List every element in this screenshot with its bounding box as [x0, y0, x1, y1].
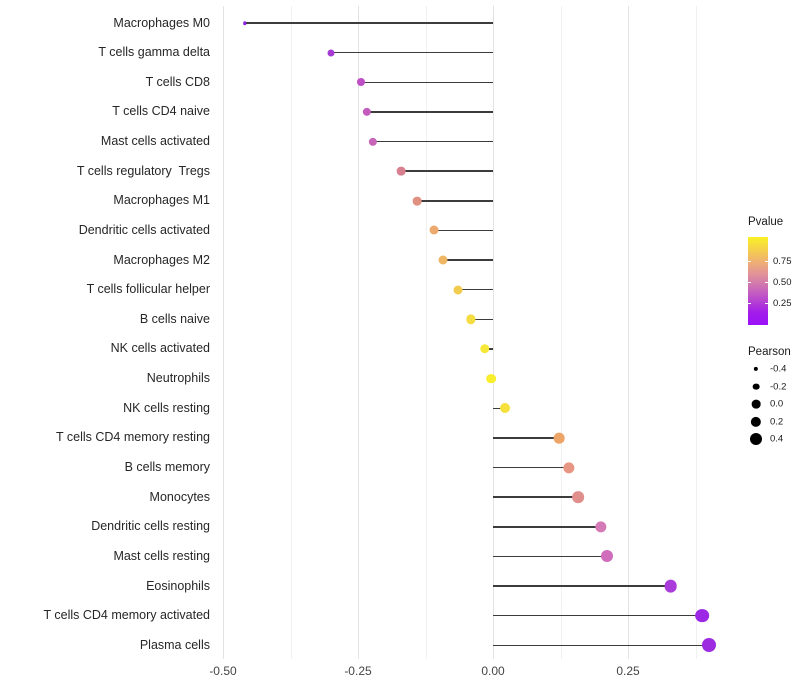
- x-tick-label: -0.25: [344, 664, 372, 678]
- lollipop-line: [433, 229, 493, 232]
- lollipop-dot: [356, 78, 365, 87]
- lollipop-dot: [695, 608, 709, 623]
- colorbar-tick-label: 0.50: [773, 277, 792, 288]
- lollipop-line: [493, 437, 559, 439]
- lollipop-dot: [702, 638, 716, 653]
- category-label: Macrophages M1: [113, 193, 210, 208]
- lollipop-line: [367, 111, 493, 113]
- lollipop-dot: [242, 21, 247, 25]
- lollipop-dot: [553, 432, 565, 444]
- lollipop-dot: [368, 137, 377, 146]
- lollipop-line: [493, 644, 709, 647]
- pearson-size-label: 0.0: [770, 398, 784, 410]
- category-label: NK cells resting: [123, 400, 210, 415]
- category-label: NK cells activated: [110, 341, 210, 356]
- lollipop-dot: [396, 166, 406, 176]
- lollipop-dot: [572, 491, 585, 504]
- lollipop-line: [493, 526, 601, 528]
- gridline-minor: [695, 6, 697, 659]
- lollipop-line: [493, 585, 671, 587]
- lollipop-dot: [413, 196, 422, 206]
- lollipop-dot: [601, 550, 614, 563]
- lollipop-line: [417, 200, 493, 202]
- colorbar-tick-mark: [748, 303, 751, 304]
- colorbar-tick-mark: [748, 282, 751, 283]
- category-label: Eosinophils: [146, 578, 210, 593]
- category-label: T cells regulatory Tregs: [76, 163, 210, 178]
- category-label: T cells CD8: [145, 74, 210, 89]
- colorbar-tick-label: 0.75: [773, 256, 792, 267]
- pvalue-colorbar: [748, 237, 768, 325]
- lollipop-line: [470, 318, 493, 321]
- gridline-major: [493, 6, 494, 659]
- lollipop-line: [493, 496, 579, 498]
- category-label: B cells naive: [139, 311, 210, 326]
- colorbar-tick-mark: [765, 282, 768, 283]
- category-label: Mast cells resting: [113, 548, 210, 563]
- lollipop-dot: [563, 461, 575, 474]
- lollipop-dot: [453, 285, 463, 295]
- colorbar-tick-label: 0.25: [773, 298, 792, 309]
- lollipop-line: [457, 289, 493, 291]
- gridline-major: [223, 6, 224, 659]
- pearson-size-label: 0.2: [770, 416, 784, 428]
- lollipop-line: [493, 466, 570, 469]
- lollipop-dot: [595, 521, 607, 533]
- pearson-size-dot: [751, 399, 761, 409]
- lollipop-line: [331, 51, 493, 54]
- pvalue-legend-title: Pvalue: [748, 216, 784, 228]
- category-label: Plasma cells: [139, 637, 210, 652]
- category-label: Monocytes: [149, 489, 210, 504]
- category-label: T cells CD4 memory activated: [43, 608, 211, 623]
- lollipop-dot: [480, 344, 490, 354]
- pearson-size-dot: [753, 366, 759, 372]
- category-label: Mast cells activated: [100, 134, 210, 149]
- gridline-major: [628, 6, 629, 659]
- pearson-size-label: -0.4: [770, 363, 787, 375]
- lollipop-dot: [438, 255, 448, 265]
- x-tick-label: 0.25: [616, 664, 640, 678]
- lollipop-dot: [327, 49, 335, 57]
- category-label: T cells CD4 memory resting: [56, 430, 210, 445]
- category-label: T cells CD4 naive: [112, 104, 210, 119]
- gridline-minor: [290, 6, 292, 659]
- category-label: B cells memory: [124, 460, 210, 475]
- category-label: Neutrophils: [146, 371, 210, 386]
- lollipop-dot: [486, 373, 497, 384]
- category-label: T cells follicular helper: [86, 282, 210, 297]
- category-label: Macrophages M2: [113, 252, 210, 267]
- colorbar-tick-mark: [765, 261, 768, 262]
- pearson-size-dot: [750, 433, 762, 446]
- category-label: Dendritic cells activated: [78, 222, 210, 237]
- gridline-minor: [425, 6, 427, 659]
- x-tick-label: 0.00: [481, 664, 505, 678]
- pearson-size-label: 0.4: [770, 433, 784, 445]
- lollipop-line: [244, 22, 493, 24]
- pearson-size-dot: [750, 416, 762, 427]
- category-label: Dendritic cells resting: [91, 519, 210, 534]
- x-tick-label: -0.50: [209, 664, 237, 678]
- lollipop-dot: [429, 225, 439, 235]
- colorbar-tick-mark: [765, 303, 768, 304]
- lollipop-line: [401, 170, 493, 172]
- colorbar-tick-mark: [748, 261, 751, 262]
- pearson-size-dot: [752, 383, 760, 390]
- lollipop-dot: [664, 579, 677, 593]
- lollipop-line: [493, 615, 702, 617]
- lollipop-line: [372, 140, 493, 143]
- pearson-size-label: -0.2: [770, 381, 787, 393]
- lollipop-dot: [363, 107, 372, 117]
- gridline-minor: [560, 6, 562, 659]
- lollipop-line: [493, 555, 608, 558]
- category-label: T cells gamma delta: [98, 45, 210, 60]
- pearson-legend-title: Pearson: [748, 346, 791, 358]
- lollipop-dot: [499, 403, 510, 414]
- lollipop-dot: [466, 314, 476, 325]
- category-label: Macrophages M0: [113, 15, 210, 30]
- gridline-major: [358, 6, 359, 659]
- lollipop-line: [493, 407, 505, 409]
- lollipop-line: [360, 81, 493, 83]
- lollipop-line: [443, 259, 493, 261]
